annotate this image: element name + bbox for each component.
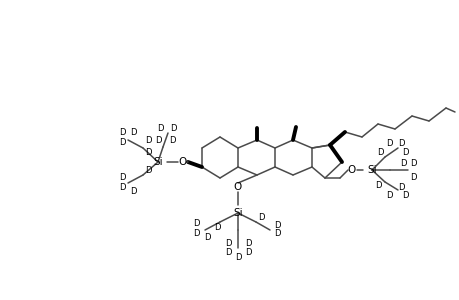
Text: Si: Si — [233, 208, 242, 218]
Text: O: O — [179, 157, 187, 167]
Text: D: D — [397, 182, 403, 191]
Text: D: D — [397, 139, 403, 148]
Text: O: O — [233, 182, 241, 192]
Text: D: D — [118, 172, 125, 182]
Text: D: D — [129, 128, 136, 136]
Text: D: D — [385, 190, 392, 200]
Text: D: D — [224, 248, 231, 257]
Text: D: D — [154, 136, 161, 145]
Text: D: D — [129, 187, 136, 196]
Text: O: O — [347, 165, 355, 175]
Text: Si: Si — [153, 157, 162, 167]
Text: D: D — [145, 148, 151, 157]
Text: D: D — [118, 128, 125, 136]
Text: D: D — [257, 212, 263, 221]
Text: D: D — [244, 238, 251, 247]
Text: D: D — [273, 229, 280, 238]
Text: D: D — [244, 248, 251, 257]
Text: D: D — [118, 137, 125, 146]
Text: D: D — [145, 136, 151, 145]
Text: D: D — [203, 232, 210, 242]
Text: D: D — [192, 220, 199, 229]
Text: D: D — [157, 124, 163, 133]
Text: D: D — [213, 223, 220, 232]
Text: D: D — [399, 158, 405, 167]
Text: Si: Si — [366, 165, 376, 175]
Text: D: D — [234, 253, 241, 262]
Text: D: D — [376, 148, 382, 157]
Text: D: D — [118, 184, 125, 193]
Text: D: D — [273, 220, 280, 230]
Text: D: D — [168, 136, 175, 145]
Text: D: D — [385, 139, 392, 148]
Text: D: D — [374, 181, 381, 190]
Text: D: D — [401, 148, 408, 157]
Text: D: D — [224, 238, 231, 247]
Text: D: D — [192, 229, 199, 238]
Text: D: D — [409, 158, 415, 167]
Text: D: D — [169, 124, 176, 133]
Text: D: D — [401, 190, 408, 200]
Text: D: D — [409, 172, 415, 182]
Text: D: D — [145, 166, 151, 175]
